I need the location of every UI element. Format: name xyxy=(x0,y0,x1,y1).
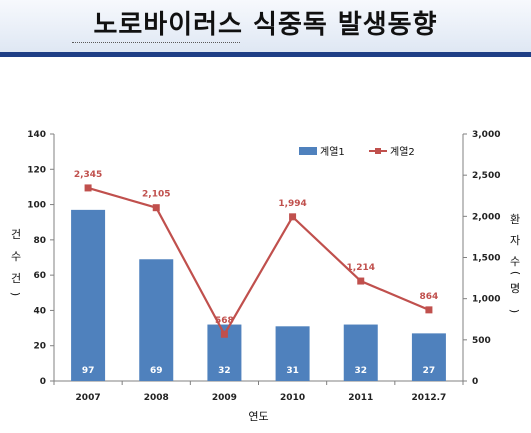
x-tick-label: 2010 xyxy=(280,393,305,403)
left-axis-title-char: 건 xyxy=(11,228,21,241)
line-point xyxy=(289,213,297,221)
line-point xyxy=(425,306,433,314)
legend-swatch-bar xyxy=(299,147,317,155)
bar-data-label: 32 xyxy=(218,366,231,376)
legend-swatch-marker xyxy=(375,148,381,154)
right-tick-label: 1,500 xyxy=(472,254,500,264)
left-tick-label: 140 xyxy=(27,130,46,140)
bar xyxy=(275,326,310,381)
line-data-label: 864 xyxy=(420,292,439,302)
series-line xyxy=(87,186,430,337)
bar xyxy=(343,324,378,381)
left-tick-label: 40 xyxy=(33,306,46,316)
left-axis-title-char: 건 xyxy=(11,272,21,285)
right-axis-title-char: 환 xyxy=(510,213,520,226)
left-tick-label: 60 xyxy=(33,271,46,281)
title-divider xyxy=(0,52,531,57)
line-data-label: 2,345 xyxy=(74,170,102,180)
bar-data-label: 32 xyxy=(354,366,367,376)
bar-data-label: 69 xyxy=(150,366,163,376)
x-tick-label: 2009 xyxy=(212,393,237,403)
legend-label: 계열1 xyxy=(320,146,345,158)
right-tick-label: 1,000 xyxy=(472,295,500,305)
legend-label: 계열2 xyxy=(390,146,415,158)
line-data-label: 1,994 xyxy=(278,199,306,209)
right-axis-title-char: 수 xyxy=(510,255,520,268)
title-underline xyxy=(72,41,240,43)
line-point xyxy=(84,184,92,192)
bar-data-label: 97 xyxy=(82,366,95,376)
line-data-label: 568 xyxy=(215,316,234,326)
line-data-label: 2,105 xyxy=(142,190,170,200)
left-axis-title-char: 수 xyxy=(11,250,21,263)
right-axis-title-char: 명 xyxy=(510,282,520,295)
right-tick-label: 500 xyxy=(472,336,491,346)
right-tick-label: 2,500 xyxy=(472,171,500,181)
x-axis-title: 연도 xyxy=(248,410,268,423)
bar-data-label: 31 xyxy=(286,366,299,376)
title-bar: 노로바이러스 식중독 발생동향 xyxy=(0,0,531,56)
bar xyxy=(411,333,446,381)
bar-data-label: 27 xyxy=(423,366,436,376)
right-axis-title-char: 자 xyxy=(510,234,520,247)
x-tick-label: 2012.7 xyxy=(412,393,447,403)
left-tick-label: 80 xyxy=(33,236,46,246)
line-point xyxy=(152,204,160,212)
line-point xyxy=(220,330,228,338)
x-tick-label: 2011 xyxy=(348,393,373,403)
right-axis-title-paren: ( xyxy=(509,271,522,275)
right-tick-label: 3,000 xyxy=(472,130,500,140)
right-tick-label: 0 xyxy=(472,377,478,387)
left-axis-title-paren: ) xyxy=(9,292,22,296)
bar xyxy=(139,259,174,381)
page-title: 노로바이러스 식중독 발생동향 xyxy=(93,10,438,40)
x-tick-label: 2008 xyxy=(144,393,169,403)
line-data-label: 1,214 xyxy=(347,263,375,273)
left-tick-label: 120 xyxy=(27,165,46,175)
line-point xyxy=(357,277,365,285)
right-axis-title-paren: ) xyxy=(508,309,521,313)
left-tick-label: 20 xyxy=(33,342,46,352)
left-tick-label: 100 xyxy=(27,201,46,211)
x-tick-label: 2007 xyxy=(76,393,101,403)
left-tick-label: 0 xyxy=(40,377,46,387)
bar xyxy=(71,209,106,381)
right-tick-label: 2,000 xyxy=(472,212,500,222)
